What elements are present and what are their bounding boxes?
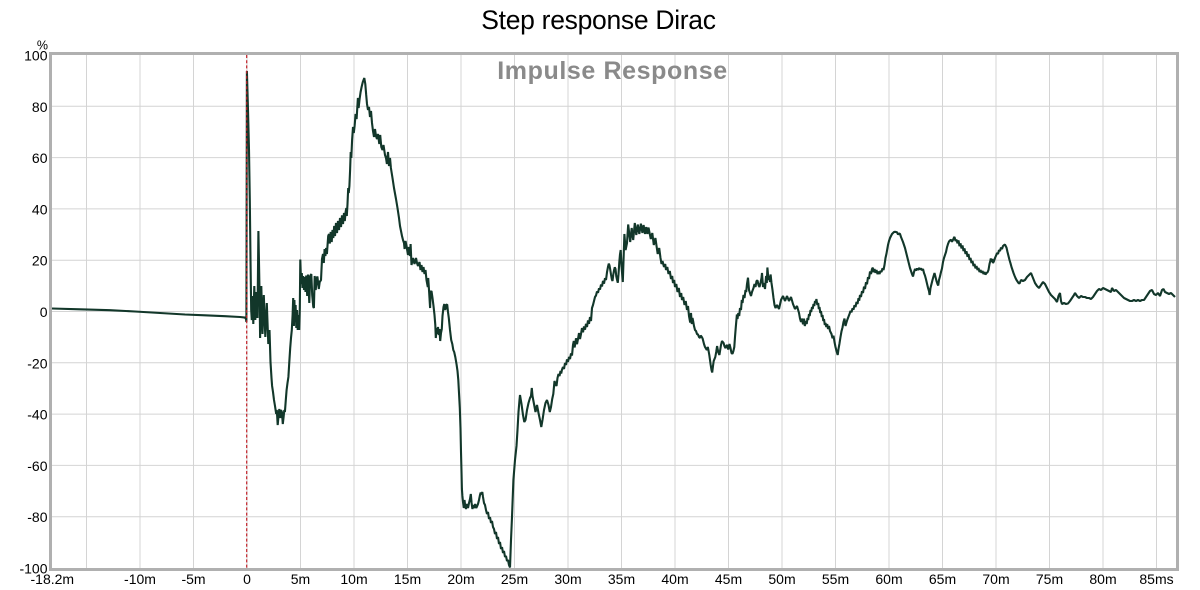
svg-text:20m: 20m <box>447 571 474 587</box>
svg-text:-10m: -10m <box>124 571 156 587</box>
svg-text:Step response Dirac: Step response Dirac <box>481 5 715 35</box>
svg-text:40m: 40m <box>661 571 688 587</box>
svg-text:-18.2m: -18.2m <box>31 571 75 587</box>
svg-text:20: 20 <box>32 253 48 269</box>
svg-text:-40: -40 <box>27 407 47 423</box>
svg-text:70m: 70m <box>982 571 1009 587</box>
svg-text:60m: 60m <box>875 571 902 587</box>
svg-text:25m: 25m <box>501 571 528 587</box>
svg-text:15m: 15m <box>394 571 421 587</box>
svg-text:-80: -80 <box>27 509 47 525</box>
svg-text:60: 60 <box>32 150 48 166</box>
svg-text:85ms: 85ms <box>1139 571 1173 587</box>
svg-text:55m: 55m <box>822 571 849 587</box>
svg-text:50m: 50m <box>768 571 795 587</box>
svg-text:-5m: -5m <box>181 571 205 587</box>
svg-text:35m: 35m <box>608 571 635 587</box>
svg-text:10m: 10m <box>340 571 367 587</box>
svg-text:-100: -100 <box>19 561 47 577</box>
svg-text:Impulse Response: Impulse Response <box>497 57 728 85</box>
svg-text:40: 40 <box>32 201 48 217</box>
svg-text:45m: 45m <box>715 571 742 587</box>
svg-text:0: 0 <box>243 571 251 587</box>
svg-text:%: % <box>37 38 48 52</box>
svg-text:80m: 80m <box>1089 571 1116 587</box>
svg-text:-20: -20 <box>27 355 47 371</box>
svg-text:65m: 65m <box>929 571 956 587</box>
svg-text:-60: -60 <box>27 458 47 474</box>
svg-text:80: 80 <box>32 99 48 115</box>
svg-text:5m: 5m <box>291 571 310 587</box>
svg-text:75m: 75m <box>1036 571 1063 587</box>
svg-text:0: 0 <box>40 304 48 320</box>
svg-text:100: 100 <box>24 48 48 64</box>
svg-text:30m: 30m <box>554 571 581 587</box>
